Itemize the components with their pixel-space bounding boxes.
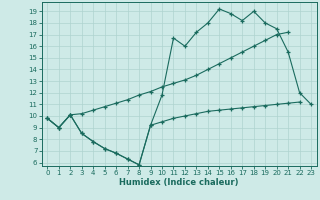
- X-axis label: Humidex (Indice chaleur): Humidex (Indice chaleur): [119, 178, 239, 187]
